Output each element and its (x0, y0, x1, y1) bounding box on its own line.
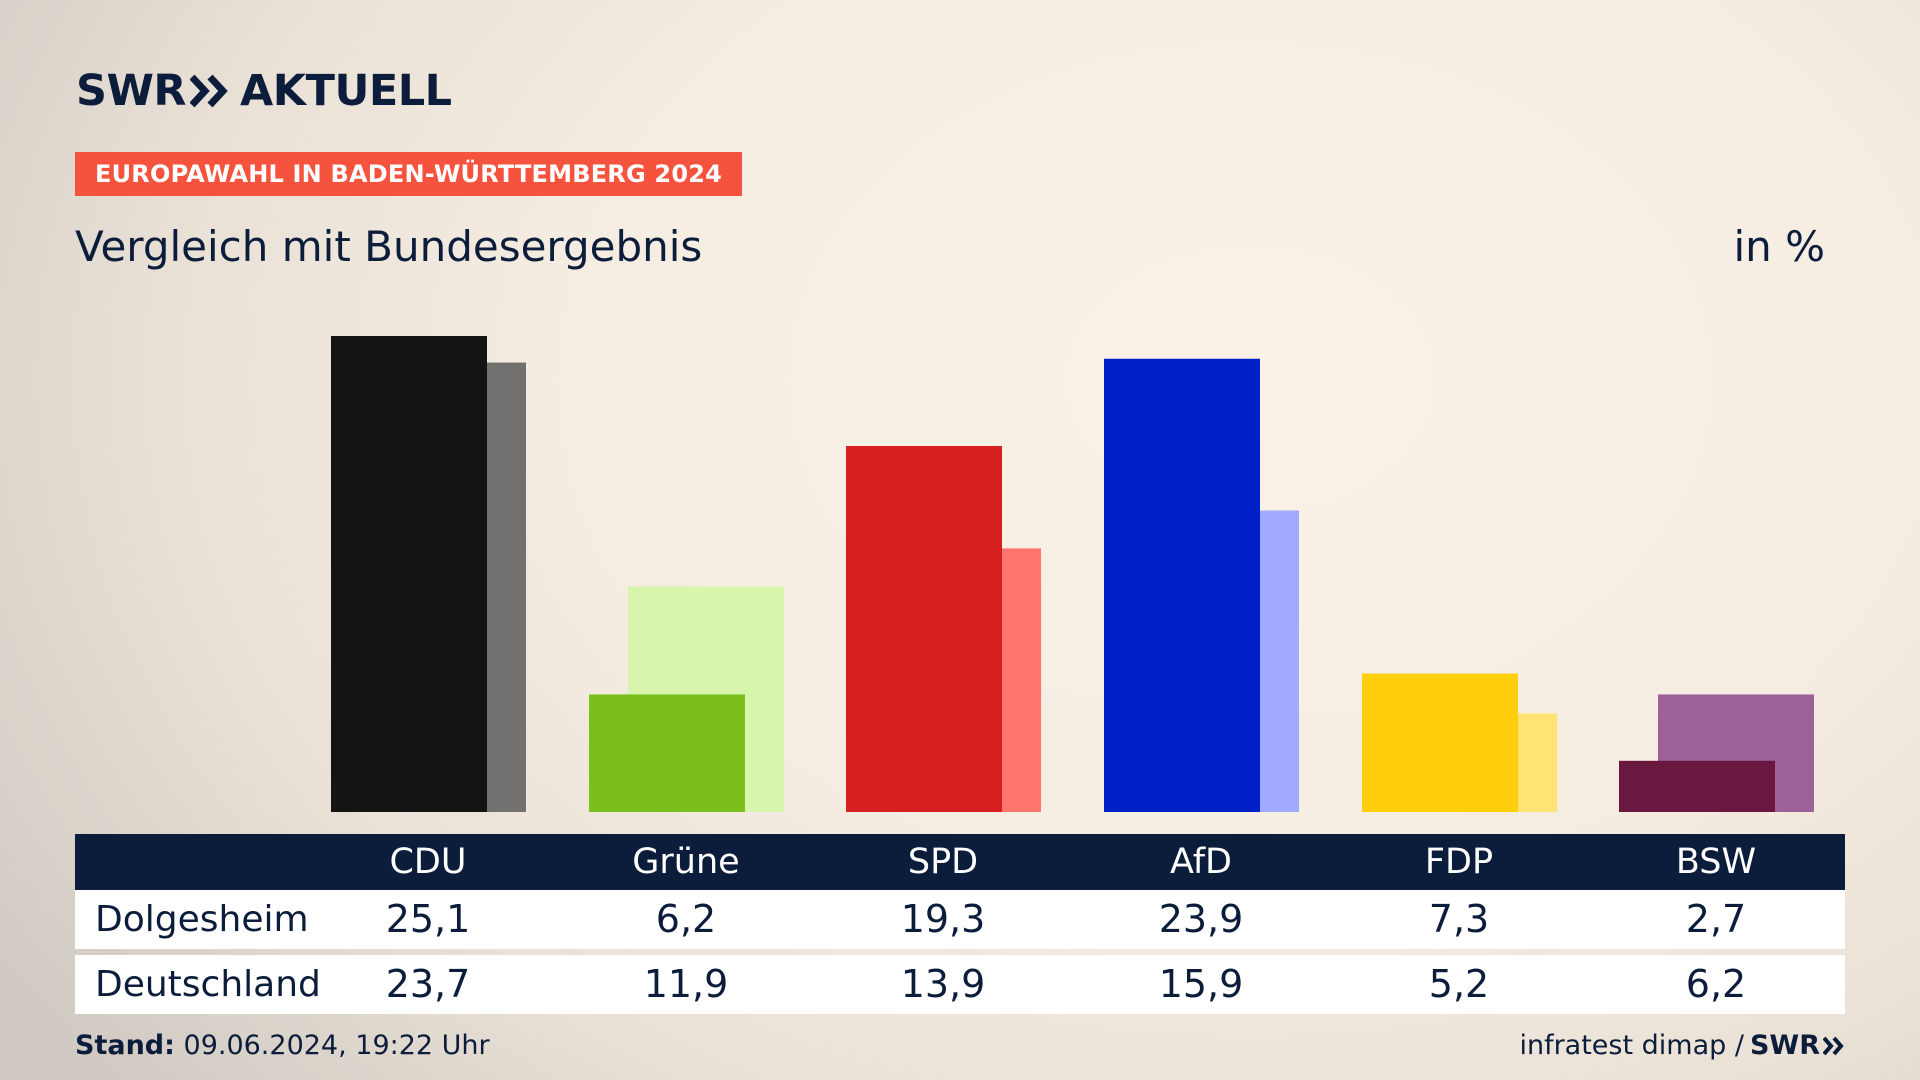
bar-chart (331, 336, 1814, 812)
row-label-dolgesheim: Dolgesheim (95, 899, 309, 940)
table-header: CDU Grüne SPD AfD FDP BSW (75, 834, 1845, 890)
value-dolgesheim-cdu: 25,1 (385, 897, 471, 941)
source-credit: infratest dimap / SWR (1519, 1030, 1845, 1061)
stand-label: Stand: (75, 1030, 175, 1061)
logo-swr-text: SWR (76, 66, 187, 116)
source-brand-text: SWR (1749, 1030, 1820, 1061)
header-cell-spd: SPD (907, 842, 979, 882)
logo-aktuell-text: AKTUELL (240, 66, 452, 116)
results-table: CDU Grüne SPD AfD FDP BSW Dolgesheim 25,1 6,2 1… (75, 834, 1845, 1014)
row-label-deutschland: Deutschland (95, 964, 321, 1005)
value-deutschland-grüne: 11,9 (643, 962, 729, 1006)
value-dolgesheim-afd: 23,9 (1158, 897, 1244, 941)
value-deutschland-cdu: 23,7 (385, 962, 471, 1006)
bar-dolgesheim-afd (1104, 358, 1260, 812)
stand-value: 09.06.2024, 19:22 Uhr (183, 1030, 490, 1061)
value-deutschland-spd: 13,9 (900, 962, 986, 1006)
election-tag: EUROPAWAHL IN BADEN-WÜRTTEMBERG 2024 (75, 152, 743, 196)
chart-subtitle: Vergleich mit Bundesergebnis (75, 222, 703, 271)
unit-label: in % (1733, 222, 1825, 271)
chevron-double-right-icon (1823, 1036, 1844, 1055)
source-text: infratest dimap / (1519, 1030, 1744, 1061)
value-dolgesheim-spd: 19,3 (900, 897, 986, 941)
value-dolgesheim-grüne: 6,2 (655, 897, 717, 941)
header-cell-cdu: CDU (389, 842, 467, 882)
table-row-deutschland: Deutschland 23,7 11,9 13,9 15,9 5,2 6,2 (75, 955, 1845, 1014)
bar-dolgesheim-grüne (589, 694, 745, 812)
chevron-double-right-icon (190, 74, 228, 108)
table-row-dolgesheim: Dolgesheim 25,1 6,2 19,3 23,9 7,3 2,7 (75, 890, 1845, 949)
header-cell-afd: AfD (1170, 842, 1232, 882)
value-deutschland-bsw: 6,2 (1685, 962, 1747, 1006)
value-deutschland-fdp: 5,2 (1428, 962, 1490, 1006)
bar-dolgesheim-fdp (1362, 673, 1518, 812)
bar-dolgesheim-cdu (331, 336, 487, 812)
swr-aktuell-logo: SWR AKTUELL (76, 66, 452, 116)
bar-dolgesheim-bsw (1619, 760, 1775, 812)
bar-dolgesheim-spd (846, 445, 1002, 812)
header-cell-grüne: Grüne (632, 842, 740, 882)
value-dolgesheim-fdp: 7,3 (1428, 897, 1490, 941)
header-cell-bsw: BSW (1675, 842, 1757, 882)
source-brand: SWR (1750, 1030, 1845, 1061)
header-cell-fdp: FDP (1424, 842, 1494, 882)
value-deutschland-afd: 15,9 (1158, 962, 1244, 1006)
value-dolgesheim-bsw: 2,7 (1685, 897, 1747, 941)
timestamp: Stand: 09.06.2024, 19:22 Uhr (75, 1030, 490, 1061)
